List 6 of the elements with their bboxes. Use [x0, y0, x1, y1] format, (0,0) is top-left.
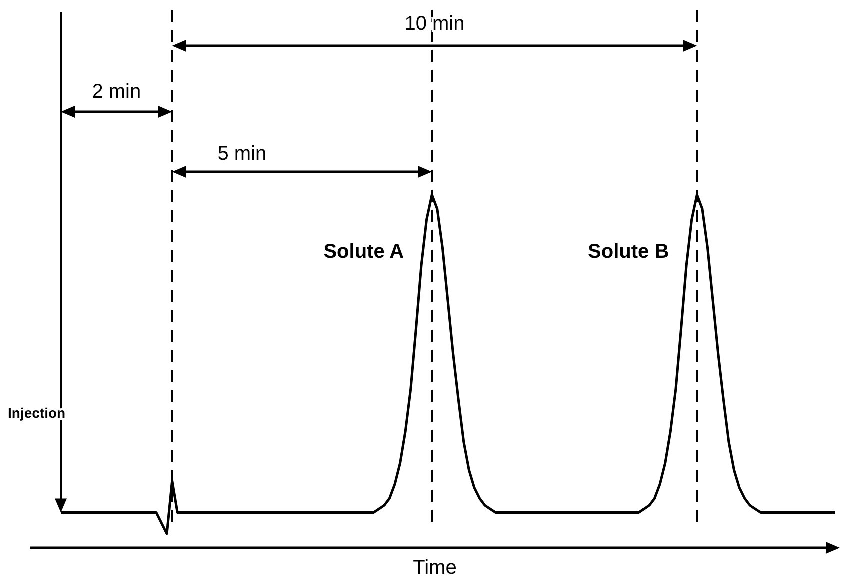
text: 2 min	[92, 81, 142, 103]
annotation: Solute B	[588, 241, 670, 263]
text: 5 min	[218, 143, 267, 165]
text: 10 min	[404, 13, 465, 35]
x-axis-title: Time	[413, 557, 457, 579]
annotation: Solute A	[324, 241, 404, 263]
